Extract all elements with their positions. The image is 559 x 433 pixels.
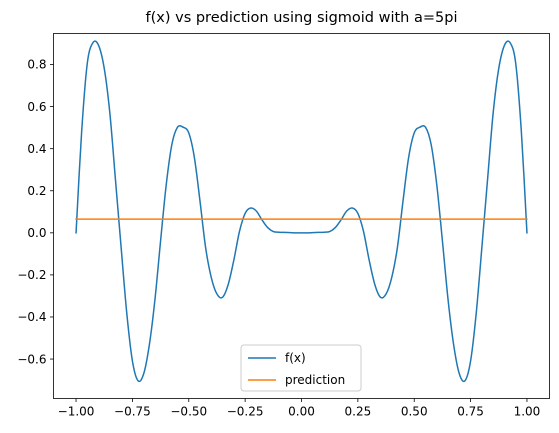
legend-label-f-x: f(x) [285,351,306,365]
x-tick-label: 0.75 [457,405,484,419]
x-tick-label: −0.50 [170,405,207,419]
plot-area [53,33,550,399]
x-tick-label: −0.75 [114,405,151,419]
y-tick-label: −0.4 [17,310,46,324]
x-tick-label: −0.25 [227,405,264,419]
series-line-f-x [75,40,528,383]
series-layer [75,40,528,383]
y-tick-label: 0.4 [27,142,46,156]
chart-title: f(x) vs prediction using sigmoid with a=… [146,10,458,26]
x-tick-label: −1.00 [58,405,95,419]
y-tick-label: 0.2 [27,184,46,198]
x-tick-label: 0.25 [345,405,372,419]
x-tick-label: 0.50 [401,405,428,419]
x-tick-label: 0.00 [288,405,315,419]
legend-label-prediction: prediction [285,373,345,387]
y-tick-label: 0.0 [27,226,46,240]
y-tick-label: 0.6 [27,100,46,114]
y-tick-label: −0.6 [17,352,46,366]
legend: f(x) prediction [240,344,362,392]
axes-layer: −1.00 −0.75 −0.50 −0.25 0.00 0.25 0.50 0.75 1.00… [17,33,550,419]
y-tick-label: 0.8 [27,58,46,72]
y-tick-label: −0.2 [17,268,46,282]
x-tick-label: 1.00 [514,405,541,419]
